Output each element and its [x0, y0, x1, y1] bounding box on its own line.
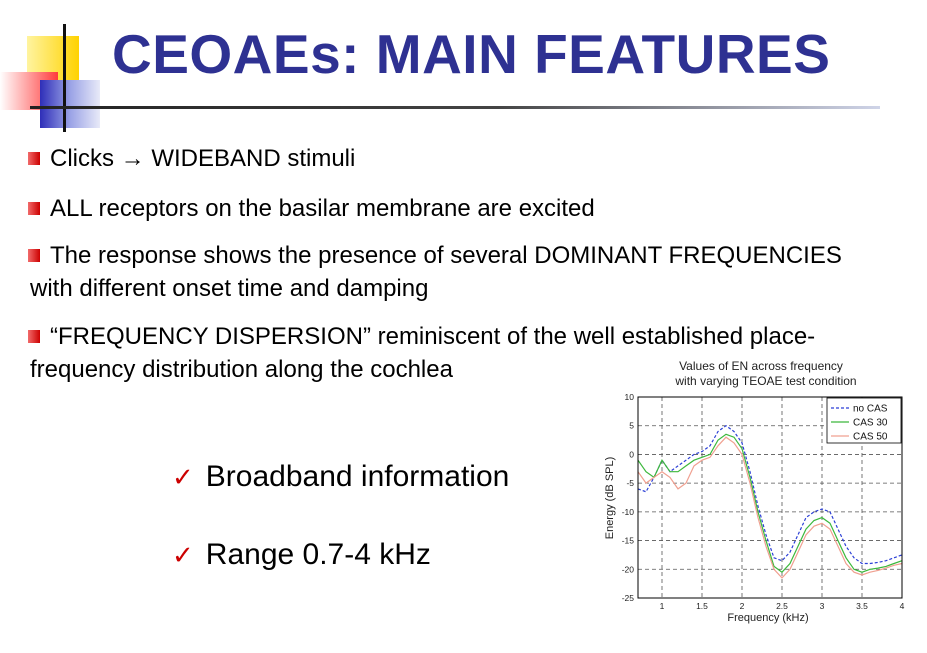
chart-title-line-2: with varying TEOAE test condition	[674, 374, 856, 388]
check-item-1: ✓ Broadband information	[172, 460, 509, 494]
x-axis-label: Frequency (kHz)	[727, 612, 808, 624]
bullet-marker-icon	[28, 330, 40, 343]
y-tick-label: -20	[622, 564, 635, 574]
y-tick-label: 0	[629, 449, 634, 459]
bullet-4-continuation: frequency distribution along the cochlea	[30, 356, 453, 383]
bullet-4: “FREQUENCY DISPERSION” reminiscent of th…	[28, 323, 815, 351]
y-tick-label: 5	[629, 421, 634, 431]
x-tick-label: 3	[820, 601, 825, 611]
deco-blue-square	[40, 80, 100, 128]
x-tick-label: 4	[900, 601, 905, 611]
y-axis-label: Energy (dB SPL)	[604, 457, 616, 540]
y-tick-label: -15	[622, 536, 635, 546]
series-line-cas-30	[637, 433, 903, 573]
bullet-1: Clicks → WIDEBAND stimuli	[28, 145, 355, 173]
bullet-marker-icon	[28, 152, 40, 165]
title-underline	[30, 106, 880, 109]
deco-vertical-line	[63, 24, 66, 132]
bullet-marker-icon	[28, 202, 40, 215]
chart-title-line-1: Values of EN across frequency	[679, 359, 843, 373]
x-tick-label: 1.5	[696, 601, 708, 611]
bullet-3: The response shows the presence of sever…	[28, 242, 842, 270]
y-tick-label: -5	[626, 478, 634, 488]
y-tick-label: -10	[622, 507, 635, 517]
chart-ticks: 1 1.5 2 2.5 3 3.5 4 10 5 0 -5 -10 -15 -20 -25	[622, 392, 905, 611]
bullet-marker-icon	[28, 249, 40, 262]
check-item-1-text: Broadband information	[205, 460, 510, 493]
bullet-2-text: ALL receptors on the basilar membrane ar…	[50, 195, 595, 222]
bullet-1-text: Clicks → WIDEBAND stimuli	[50, 145, 356, 172]
legend-label: CAS 50	[853, 432, 888, 443]
y-tick-label: -25	[622, 593, 635, 603]
chart-legend: no CAS CAS 30 CAS 50	[826, 397, 902, 444]
y-tick-label: 10	[625, 392, 635, 402]
chart-lines	[637, 424, 903, 579]
x-tick-label: 2	[740, 601, 745, 611]
bullet-3-continuation: with different onset time and damping	[30, 275, 429, 302]
series-line-no-cas	[637, 424, 903, 565]
checkmark-icon: ✓	[172, 540, 194, 570]
x-tick-label: 3.5	[856, 601, 868, 611]
series-line-cas-50	[637, 436, 903, 579]
check-item-2-text: Range 0.7-4 kHz	[205, 538, 431, 571]
legend-label: CAS 30	[853, 418, 888, 429]
checkmark-icon: ✓	[172, 462, 194, 492]
legend-label: no CAS	[853, 404, 888, 415]
x-tick-label: 2.5	[776, 601, 788, 611]
slide-title: CEOAEs: MAIN FEATURES	[112, 23, 831, 85]
x-tick-label: 1	[660, 601, 665, 611]
plot-frame	[637, 396, 903, 599]
bullet-4-text: “FREQUENCY DISPERSION” reminiscent of th…	[50, 323, 816, 350]
energy-frequency-chart: Values of EN across frequency with varyi…	[604, 359, 905, 624]
bullet-3-text: The response shows the presence of sever…	[50, 242, 842, 269]
check-item-2: ✓ Range 0.7-4 kHz	[172, 538, 431, 572]
bullet-2: ALL receptors on the basilar membrane ar…	[28, 195, 595, 223]
